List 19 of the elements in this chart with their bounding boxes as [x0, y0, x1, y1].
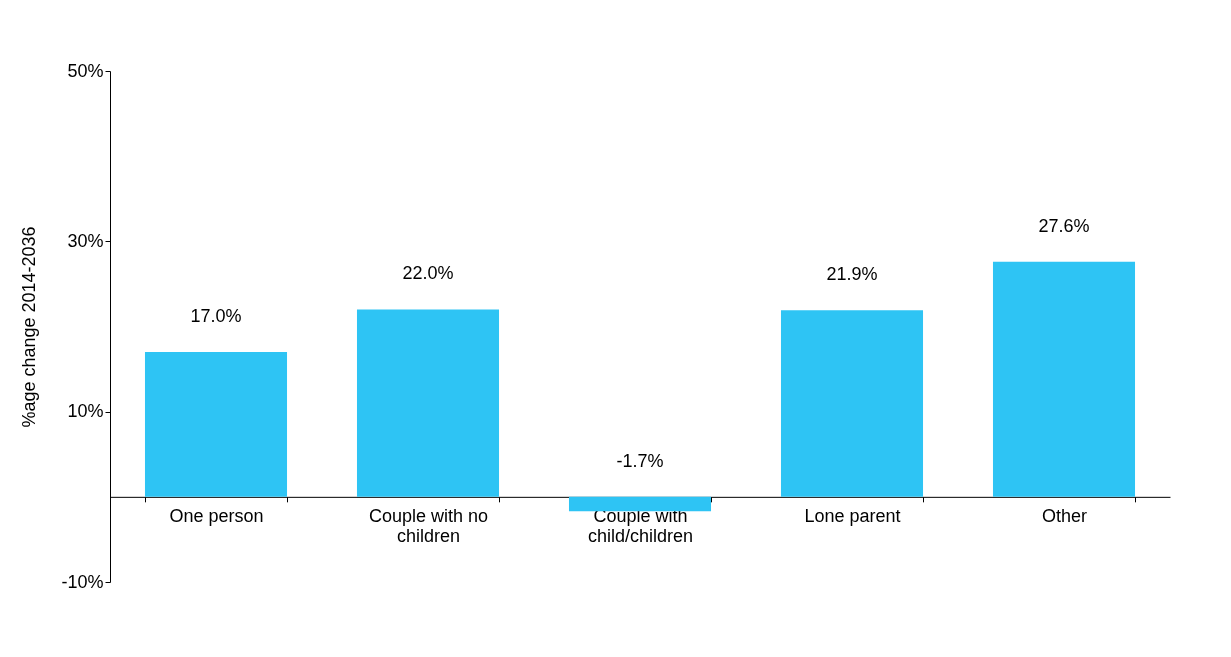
bar [780, 310, 924, 497]
x-tick-label: Other [1041, 506, 1088, 527]
data-label: -1.7% [616, 450, 664, 471]
data-label: 17.0% [190, 306, 242, 327]
y-tick-label: -10% [61, 571, 104, 592]
y-tick-label: 10% [67, 401, 104, 422]
bar [356, 309, 500, 497]
x-tick-label: Lone parent [804, 506, 901, 527]
x-tick-label: Couple with no children [368, 506, 489, 547]
data-label: 21.9% [826, 264, 878, 285]
x-tick-label: One person [169, 506, 264, 527]
bar [992, 261, 1136, 497]
bar [144, 352, 288, 497]
data-label: 22.0% [402, 263, 454, 284]
y-tick-label: 50% [67, 60, 104, 81]
bar [568, 496, 712, 512]
y-axis-title: %age change 2014-2036 [19, 226, 40, 428]
y-tick-label: 30% [67, 230, 104, 251]
data-label: 27.6% [1038, 215, 1090, 236]
